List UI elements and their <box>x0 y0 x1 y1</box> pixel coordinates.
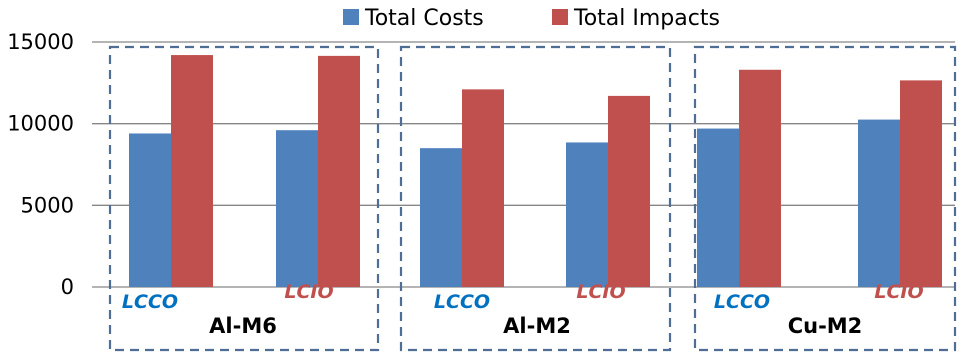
x-sub-label: LCCO <box>122 291 178 313</box>
x-sub-label: LCIO <box>284 281 333 303</box>
x-sub-label: LCCO <box>714 291 770 313</box>
bar-total-impacts[interactable] <box>739 69 781 288</box>
bar-total-costs[interactable] <box>129 133 171 287</box>
grid-layer <box>92 41 955 288</box>
bar-total-impacts[interactable] <box>171 55 213 287</box>
y-axis: 0 5000 10000 15000 <box>7 30 74 299</box>
x-sub-label: LCIO <box>874 281 923 303</box>
group-box <box>108 45 380 352</box>
bar-total-costs[interactable] <box>276 130 318 287</box>
bar-total-impacts[interactable] <box>608 95 650 288</box>
bar-total-costs[interactable] <box>420 148 462 287</box>
bar-total-impacts[interactable] <box>318 55 360 288</box>
legend-label: Total Costs <box>364 6 484 31</box>
x-group-label: Al-M6 <box>209 314 277 338</box>
x-sub-label: LCCO <box>434 291 490 313</box>
legend[interactable]: Total Costs Total Impacts <box>343 6 720 31</box>
group-box <box>399 45 672 352</box>
bar-total-costs[interactable] <box>858 119 900 287</box>
x-group-label: Cu-M2 <box>788 314 863 338</box>
bars-layer <box>129 55 942 288</box>
bar-total-impacts[interactable] <box>900 80 942 287</box>
group-box <box>693 45 957 352</box>
y-tick-label: 15000 <box>7 30 74 54</box>
x-sub-label: LCIO <box>576 281 625 303</box>
legend-swatch <box>552 9 568 25</box>
legend-swatch <box>343 9 359 25</box>
group-boxes <box>108 45 957 352</box>
y-tick-label: 5000 <box>21 193 74 217</box>
bar-total-costs[interactable] <box>566 142 608 287</box>
bar-total-costs[interactable] <box>697 128 739 287</box>
x-group-label: Al-M2 <box>503 314 571 338</box>
legend-label: Total Impacts <box>573 6 720 31</box>
bar-total-impacts[interactable] <box>462 89 504 287</box>
y-tick-label: 10000 <box>7 112 74 136</box>
y-tick-label: 0 <box>61 275 74 299</box>
